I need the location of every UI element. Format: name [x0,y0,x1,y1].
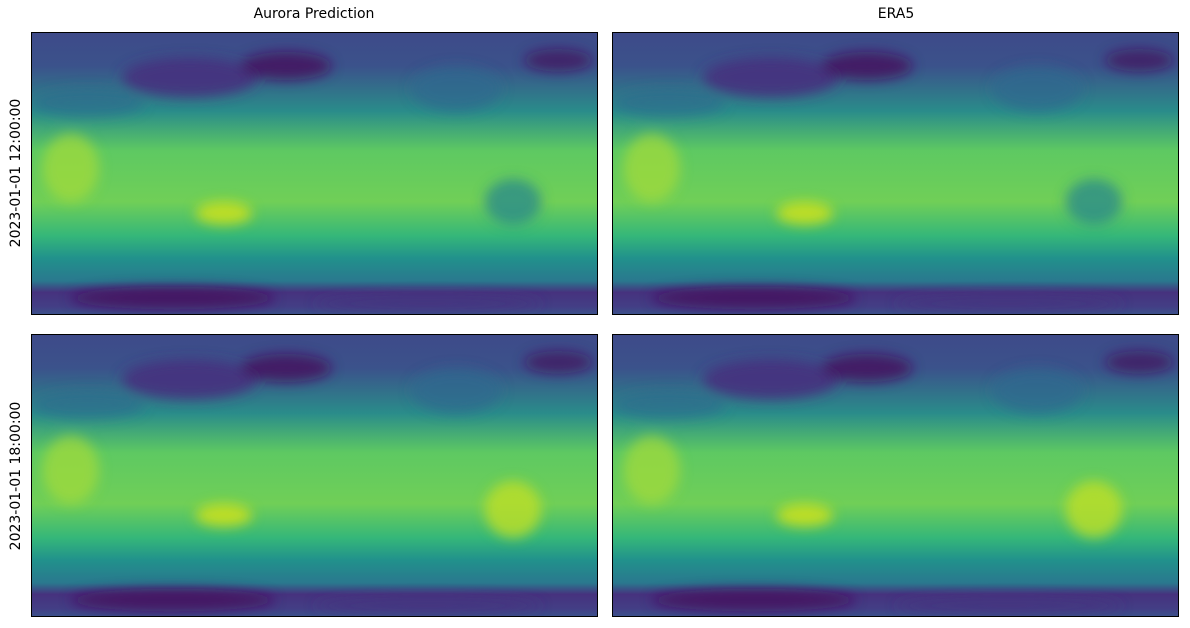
map-feature [42,133,100,202]
map-feature [651,286,856,310]
map-feature [484,179,542,225]
map-feature [612,390,726,419]
panel-frame [612,334,1179,617]
map-feature [70,286,275,310]
map-feature [702,359,839,400]
map-feature [821,51,913,81]
map-panel [31,32,598,315]
map-feature [776,201,834,225]
panel-frame [31,334,598,617]
map-feature [195,503,253,527]
map-feature [524,48,593,72]
map-feature [42,435,100,504]
map-image [31,32,598,315]
map-feature [70,588,275,612]
map-feature [314,295,542,313]
map-feature [776,503,834,527]
map-feature [991,65,1083,112]
column-title: Aurora Prediction [254,6,375,22]
map-feature [195,201,253,225]
map-features [612,48,1174,313]
map-image [612,334,1179,617]
map-feature [1105,350,1174,374]
map-feature [524,350,593,374]
panel-frame [31,32,598,315]
map-features [31,350,593,615]
map-feature [31,88,145,117]
map-panel [612,334,1179,617]
map-feature [895,597,1123,615]
map-feature [121,359,258,400]
map-feature [821,353,913,383]
map-feature [1065,481,1123,538]
map-feature [1105,48,1174,72]
map-feature [410,65,502,112]
map-feature [121,57,258,98]
map-feature [623,435,681,504]
map-feature [31,390,145,419]
map-feature [240,51,332,81]
row-label: 2023-01-01 18:00:00 [8,402,24,551]
map-features [612,350,1174,615]
map-features [31,48,593,313]
map-feature [612,88,726,117]
map-feature [651,588,856,612]
map-feature [623,133,681,202]
map-image [612,32,1179,315]
column-title: ERA5 [878,6,915,22]
panels [31,32,1179,617]
map-feature [895,295,1123,313]
map-panel [31,334,598,617]
panel-frame [612,32,1179,315]
map-panel [612,32,1179,315]
map-feature [484,481,542,538]
map-feature [410,367,502,414]
map-feature [1065,179,1123,225]
map-feature [314,597,542,615]
map-feature [240,353,332,383]
row-label: 2023-01-01 12:00:00 [8,99,24,248]
map-feature [702,57,839,98]
map-feature [991,367,1083,414]
map-image [31,334,598,617]
